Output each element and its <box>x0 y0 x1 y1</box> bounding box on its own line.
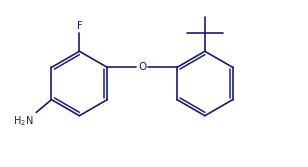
Text: H$_2$N: H$_2$N <box>13 114 34 128</box>
Text: O: O <box>138 62 146 72</box>
Text: F: F <box>77 21 82 31</box>
